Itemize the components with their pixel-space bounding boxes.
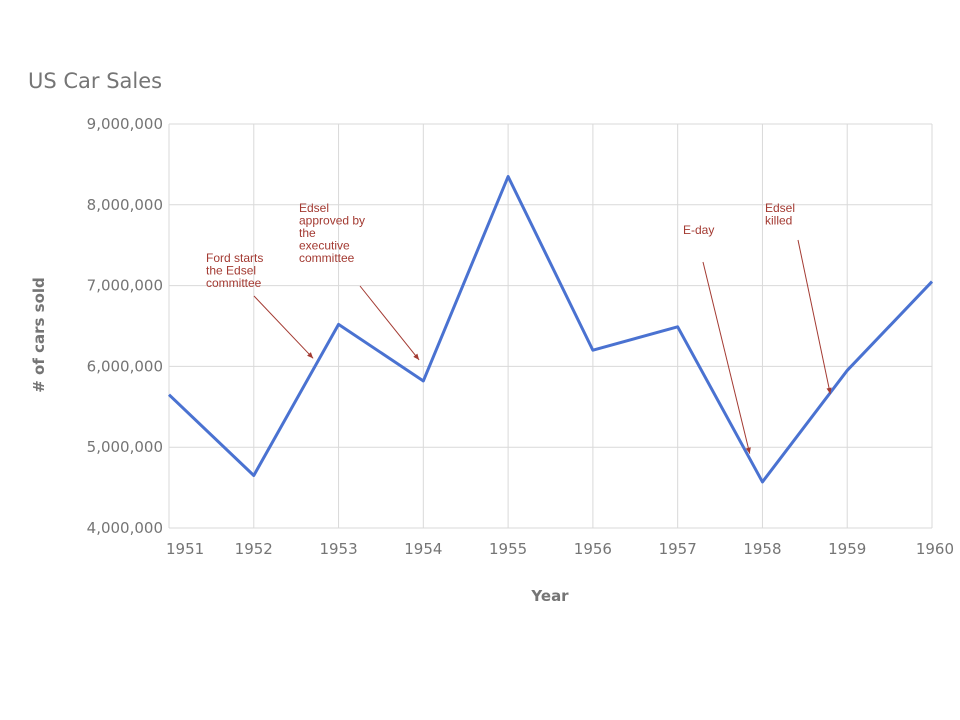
- annotation-label: Edsel approved by the executive committee: [299, 201, 365, 265]
- y-axis-title: # of cars sold: [30, 277, 48, 393]
- annotation-arrow: [702, 261, 751, 454]
- x-tick-label: 1958: [743, 540, 781, 558]
- annotation-label: Edsel killed: [765, 201, 795, 228]
- series-line: [167, 175, 934, 484]
- annotation-arrow: [797, 239, 831, 394]
- x-tick-label: 1960: [916, 540, 954, 558]
- annotation-arrow: [359, 285, 420, 361]
- x-tick-label: 1955: [489, 540, 527, 558]
- chart-title: US Car Sales: [28, 69, 162, 93]
- series-layer: [167, 175, 934, 484]
- y-tick-label: 6,000,000: [87, 357, 163, 375]
- annotation-arrowhead: [745, 447, 751, 454]
- annotations: Ford starts the Edsel committee Edsel approv…: [206, 201, 832, 454]
- x-tick-label: 1959: [828, 540, 866, 558]
- y-axis-ticks: 4,000,000 5,000,000 6,000,000 7,000,000 8,00…: [87, 115, 163, 537]
- x-tick-label: 1952: [235, 540, 273, 558]
- annotation-arrow: [253, 295, 314, 359]
- x-tick-label: 1956: [574, 540, 612, 558]
- x-axis-title: Year: [530, 587, 569, 605]
- annotation-label: E-day: [683, 223, 714, 237]
- annotation-arrowhead: [826, 387, 832, 394]
- y-tick-label: 9,000,000: [87, 115, 163, 133]
- y-tick-label: 8,000,000: [87, 196, 163, 214]
- x-tick-label: 1954: [404, 540, 442, 558]
- annotation-arrowhead: [307, 352, 314, 359]
- grid: [168, 123, 933, 529]
- x-tick-label: 1957: [659, 540, 697, 558]
- y-tick-label: 7,000,000: [87, 277, 163, 295]
- y-tick-label: 5,000,000: [87, 438, 163, 456]
- annotation-arrowhead: [413, 353, 420, 360]
- x-tick-label: 1951: [166, 540, 204, 558]
- annotation-label: Ford starts the Edsel committee: [206, 251, 263, 290]
- x-tick-label: 1953: [319, 540, 357, 558]
- y-tick-label: 4,000,000: [87, 519, 163, 537]
- x-axis-ticks: 1951 1952 1953 1954 1955 1956 1957 1958 1959 1960: [166, 540, 954, 558]
